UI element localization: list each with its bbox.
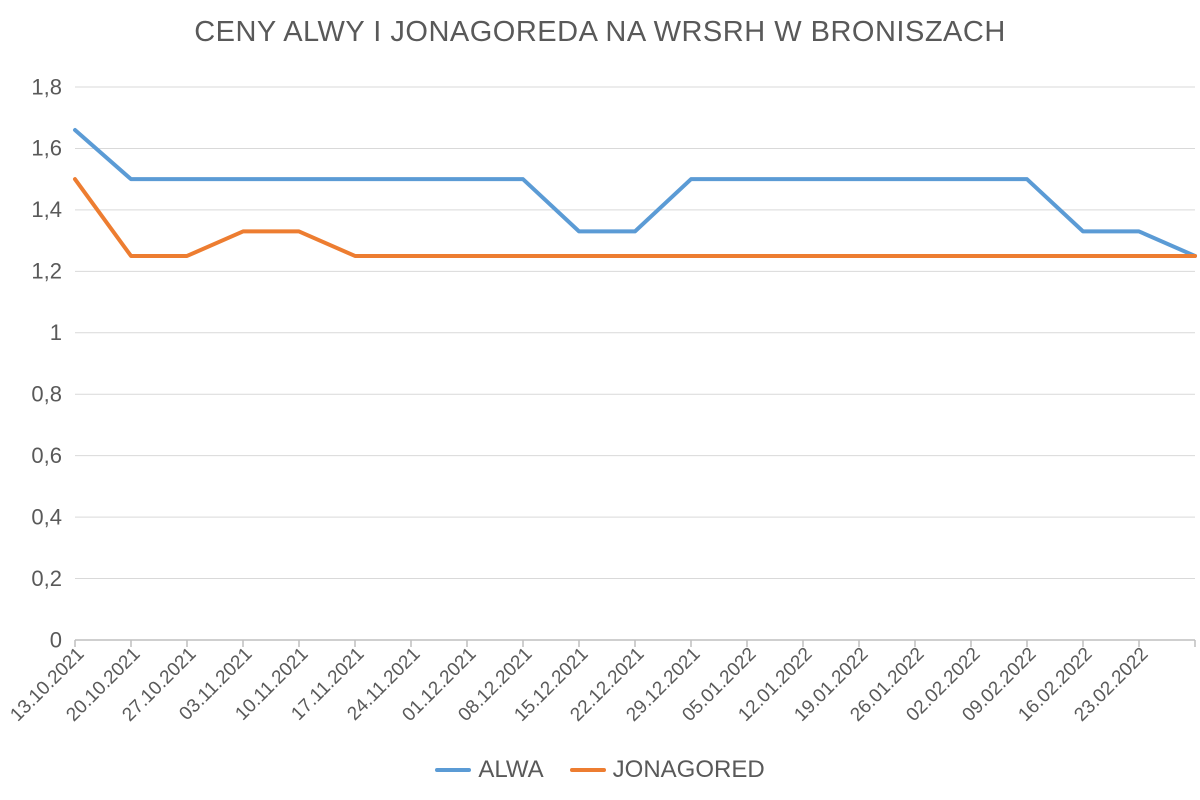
series-line-jonagored — [73, 177, 1197, 258]
legend-item-jonagored: JONAGORED — [569, 756, 765, 784]
y-axis-label: 0,6 — [31, 443, 62, 468]
y-axis-label: 1 — [50, 320, 62, 345]
legend-label-jonagored: JONAGORED — [612, 756, 765, 783]
y-axis-label: 1,2 — [31, 259, 62, 284]
y-axis-label: 1,8 — [31, 74, 62, 99]
series-line-alwa — [73, 128, 1197, 258]
y-axis-label: 0,4 — [31, 504, 62, 529]
legend-line-swatch-jonagored — [569, 768, 606, 772]
chart-legend: ALWA JONAGORED — [0, 748, 1200, 792]
y-axis-label: 0 — [50, 627, 62, 652]
chart-title: CENY ALWY I JONAGOREDA NA WRSRH W BRONIS… — [194, 16, 1006, 48]
legend-label-alwa: ALWA — [478, 756, 544, 783]
legend-line-swatch-alwa — [435, 768, 472, 772]
y-axis-label: 1,4 — [31, 197, 62, 222]
y-axis-label: 0,8 — [31, 381, 62, 406]
y-axis-label: 1,6 — [31, 136, 62, 161]
legend-item-alwa: ALWA — [435, 756, 544, 784]
y-axis-label: 0,2 — [31, 566, 62, 591]
